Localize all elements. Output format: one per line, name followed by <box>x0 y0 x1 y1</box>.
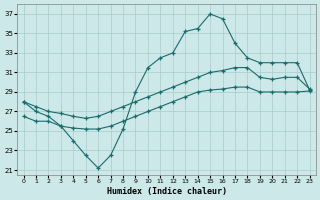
X-axis label: Humidex (Indice chaleur): Humidex (Indice chaleur) <box>107 187 227 196</box>
